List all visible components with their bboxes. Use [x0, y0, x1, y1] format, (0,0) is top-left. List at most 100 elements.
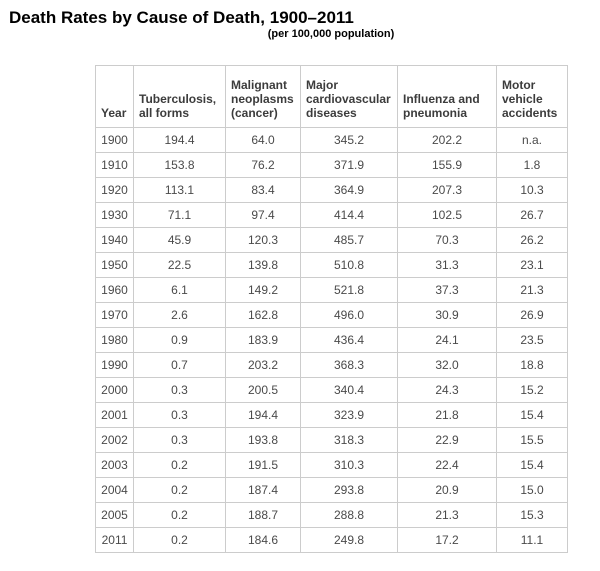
value-cell: 187.4	[225, 477, 301, 503]
year-cell: 1930	[95, 202, 134, 228]
page: Death Rates by Cause of Death, 1900–2011…	[9, 8, 568, 553]
year-cell: 2004	[95, 477, 134, 503]
value-cell: 31.3	[397, 252, 497, 278]
value-cell: 0.2	[133, 477, 226, 503]
value-cell: 22.5	[133, 252, 226, 278]
value-cell: 139.8	[225, 252, 301, 278]
table-container: (per 100,000 population) Year Tuberculosi…	[95, 28, 568, 553]
value-cell: 371.9	[300, 152, 398, 178]
value-cell: 24.1	[397, 327, 497, 353]
year-cell: 1900	[95, 127, 134, 153]
value-cell: 345.2	[300, 127, 398, 153]
value-cell: 207.3	[397, 177, 497, 203]
year-cell: 1940	[95, 227, 134, 253]
table-subtitle: (per 100,000 population)	[267, 28, 395, 40]
value-cell: 76.2	[225, 152, 301, 178]
value-cell: 1.8	[496, 152, 568, 178]
value-cell: 0.3	[133, 377, 226, 403]
value-cell: 155.9	[397, 152, 497, 178]
value-cell: 340.4	[300, 377, 398, 403]
year-cell: 1990	[95, 352, 134, 378]
value-cell: 21.3	[397, 502, 497, 528]
value-cell: 193.8	[225, 427, 301, 453]
column-header: Major cardiovascular diseases	[300, 65, 398, 128]
value-cell: 203.2	[225, 352, 301, 378]
table-row: 1990 0.7 203.2 368.3 32.0 18.8	[95, 352, 568, 378]
table-row: 1920 113.1 83.4 364.9 207.3 10.3	[95, 177, 568, 203]
table-row: 2004 0.2 187.4 293.8 20.9 15.0	[95, 477, 568, 503]
value-cell: 0.2	[133, 502, 226, 528]
value-cell: 318.3	[300, 427, 398, 453]
value-cell: 10.3	[496, 177, 568, 203]
value-cell: 149.2	[225, 277, 301, 303]
value-cell: 0.2	[133, 452, 226, 478]
year-cell: 2000	[95, 377, 134, 403]
year-cell: 1920	[95, 177, 134, 203]
table-header-row: Year Tuberculosis, all forms Malignant neo…	[95, 65, 568, 128]
value-cell: 64.0	[225, 127, 301, 153]
value-cell: 20.9	[397, 477, 497, 503]
value-cell: 202.2	[397, 127, 497, 153]
column-header: Year	[95, 65, 134, 128]
value-cell: 18.8	[496, 352, 568, 378]
year-cell: 2003	[95, 452, 134, 478]
value-cell: 23.1	[496, 252, 568, 278]
table-row: 2011 0.2 184.6 249.8 17.2 11.1	[95, 527, 568, 553]
value-cell: 83.4	[225, 177, 301, 203]
year-cell: 2005	[95, 502, 134, 528]
table-row: 2002 0.3 193.8 318.3 22.9 15.5	[95, 427, 568, 453]
value-cell: 364.9	[300, 177, 398, 203]
value-cell: 26.7	[496, 202, 568, 228]
table-row: 1910 153.8 76.2 371.9 155.9 1.8	[95, 152, 568, 178]
table-row: 1960 6.1 149.2 521.8 37.3 21.3	[95, 277, 568, 303]
value-cell: 15.2	[496, 377, 568, 403]
value-cell: 249.8	[300, 527, 398, 553]
year-cell: 2011	[95, 527, 134, 553]
value-cell: 26.2	[496, 227, 568, 253]
value-cell: 2.6	[133, 302, 226, 328]
table-row: 1900 194.4 64.0 345.2 202.2 n.a.	[95, 127, 568, 153]
value-cell: 0.3	[133, 402, 226, 428]
year-cell: 1970	[95, 302, 134, 328]
value-cell: 153.8	[133, 152, 226, 178]
value-cell: 32.0	[397, 352, 497, 378]
year-cell: 1910	[95, 152, 134, 178]
value-cell: 510.8	[300, 252, 398, 278]
value-cell: 0.9	[133, 327, 226, 353]
value-cell: 21.3	[496, 277, 568, 303]
value-cell: 184.6	[225, 527, 301, 553]
value-cell: 310.3	[300, 452, 398, 478]
value-cell: 45.9	[133, 227, 226, 253]
value-cell: 194.4	[225, 402, 301, 428]
value-cell: 97.4	[225, 202, 301, 228]
value-cell: 188.7	[225, 502, 301, 528]
year-cell: 1980	[95, 327, 134, 353]
value-cell: 37.3	[397, 277, 497, 303]
value-cell: 15.4	[496, 402, 568, 428]
value-cell: 21.8	[397, 402, 497, 428]
value-cell: n.a.	[496, 127, 568, 153]
column-header: Influenza and pneumonia	[397, 65, 497, 128]
value-cell: 15.5	[496, 427, 568, 453]
value-cell: 414.4	[300, 202, 398, 228]
column-header: Tuberculosis, all forms	[133, 65, 226, 128]
value-cell: 191.5	[225, 452, 301, 478]
table-row: 2001 0.3 194.4 323.9 21.8 15.4	[95, 402, 568, 428]
value-cell: 194.4	[133, 127, 226, 153]
value-cell: 15.0	[496, 477, 568, 503]
table-row: 1930 71.1 97.4 414.4 102.5 26.7	[95, 202, 568, 228]
table-row: 2005 0.2 188.7 288.8 21.3 15.3	[95, 502, 568, 528]
table-row: 1950 22.5 139.8 510.8 31.3 23.1	[95, 252, 568, 278]
table-row: 1970 2.6 162.8 496.0 30.9 26.9	[95, 302, 568, 328]
value-cell: 23.5	[496, 327, 568, 353]
value-cell: 288.8	[300, 502, 398, 528]
value-cell: 70.3	[397, 227, 497, 253]
value-cell: 162.8	[225, 302, 301, 328]
value-cell: 436.4	[300, 327, 398, 353]
value-cell: 24.3	[397, 377, 497, 403]
page-title: Death Rates by Cause of Death, 1900–2011	[9, 8, 354, 27]
value-cell: 113.1	[133, 177, 226, 203]
value-cell: 6.1	[133, 277, 226, 303]
table-row: 1980 0.9 183.9 436.4 24.1 23.5	[95, 327, 568, 353]
table-row: 2003 0.2 191.5 310.3 22.4 15.4	[95, 452, 568, 478]
